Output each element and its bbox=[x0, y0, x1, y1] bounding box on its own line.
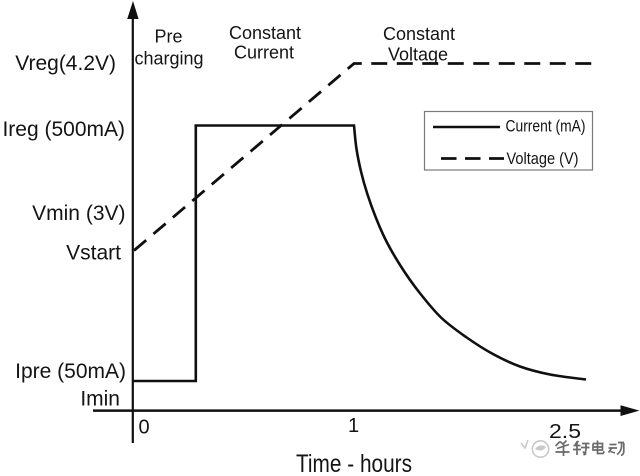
svg-text:Constant: Constant bbox=[229, 23, 301, 43]
svg-text:Time - hours: Time - hours bbox=[296, 450, 412, 476]
svg-text:Constant: Constant bbox=[383, 24, 455, 44]
svg-text:Voltage (V): Voltage (V) bbox=[507, 149, 579, 168]
svg-text:charging: charging bbox=[134, 48, 203, 68]
svg-text:Pre: Pre bbox=[154, 27, 182, 47]
svg-text:Ipre (50mA): Ipre (50mA) bbox=[15, 360, 126, 383]
svg-text:Imin: Imin bbox=[80, 388, 120, 411]
svg-text:Ireg (500mA): Ireg (500mA) bbox=[2, 118, 125, 141]
svg-text:Current (mA): Current (mA) bbox=[506, 117, 586, 136]
svg-text:Vmin (3V): Vmin (3V) bbox=[32, 202, 125, 225]
svg-text:1: 1 bbox=[348, 415, 359, 437]
svg-text:0: 0 bbox=[138, 417, 149, 439]
svg-text:Current: Current bbox=[234, 43, 294, 63]
svg-text:Vreg(4.2V): Vreg(4.2V) bbox=[15, 52, 116, 75]
svg-text:Voltage: Voltage bbox=[388, 45, 448, 65]
svg-text:2.5: 2.5 bbox=[549, 421, 581, 443]
svg-text:Vstart: Vstart bbox=[66, 242, 121, 265]
